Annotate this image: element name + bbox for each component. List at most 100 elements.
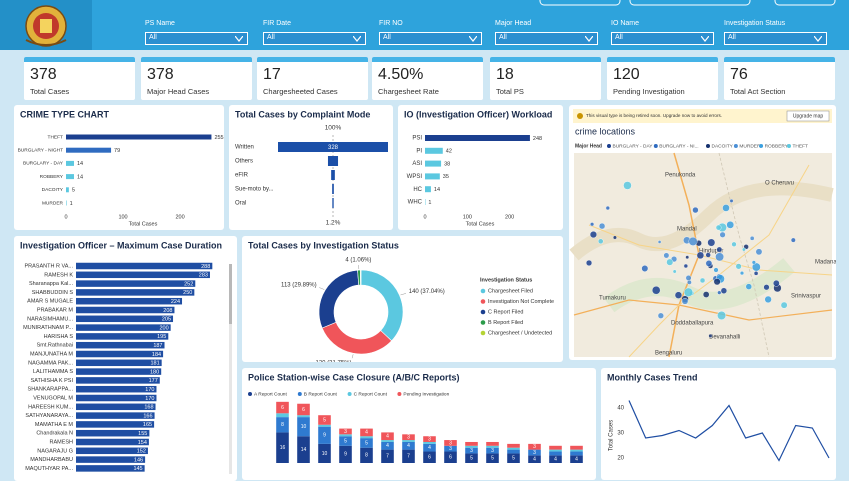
map-point[interactable]: [716, 225, 721, 230]
map-point[interactable]: [682, 298, 688, 304]
map-point[interactable]: [752, 261, 756, 265]
map-point[interactable]: [732, 242, 737, 247]
map-point[interactable]: [740, 271, 744, 275]
map-point[interactable]: [714, 268, 719, 273]
map-point[interactable]: [736, 264, 742, 270]
map-point[interactable]: [756, 249, 762, 255]
map-point[interactable]: [721, 288, 727, 294]
map-point[interactable]: [730, 199, 734, 203]
map-point[interactable]: [727, 221, 734, 228]
map-point[interactable]: [658, 240, 661, 243]
map-point[interactable]: [791, 238, 795, 242]
map-point[interactable]: [642, 265, 648, 271]
place-label: Tumakuru: [599, 296, 626, 302]
map-point[interactable]: [754, 271, 758, 275]
panel-title: IO (Investigation Officer) Workload: [404, 109, 552, 119]
bar: [76, 263, 212, 270]
bar: [76, 342, 165, 349]
map-point[interactable]: [709, 334, 713, 338]
x-axis-label: Total Cases: [466, 221, 495, 227]
x-tick-label: 0: [423, 214, 426, 220]
map-point[interactable]: [703, 291, 709, 297]
map-point[interactable]: [715, 253, 723, 261]
map-point[interactable]: [687, 280, 691, 284]
category-label: MAMATHA E M: [35, 422, 74, 428]
map-point[interactable]: [781, 302, 787, 308]
segment-label: 3: [407, 435, 410, 441]
legend-swatch: [607, 144, 611, 148]
legend-label: Chargesheet / Undetected: [488, 330, 552, 336]
map-point[interactable]: [714, 278, 721, 285]
segment-label: 9: [323, 433, 326, 439]
category-label: HARISHA S: [44, 334, 74, 340]
map-point[interactable]: [689, 237, 698, 246]
value-label: 14: [77, 174, 83, 180]
map-point[interactable]: [717, 311, 726, 320]
map-point[interactable]: [750, 236, 754, 240]
map-point[interactable]: [590, 222, 594, 226]
map-point[interactable]: [590, 231, 597, 238]
segment-label: 3: [449, 440, 452, 446]
map-point[interactable]: [664, 253, 669, 258]
map-point[interactable]: [673, 270, 677, 274]
map-point[interactable]: [686, 256, 689, 259]
map-point[interactable]: [720, 232, 726, 238]
category-label: LALITHAMMA S: [33, 369, 73, 375]
segment-label: 14: [301, 447, 307, 453]
map-point[interactable]: [675, 292, 682, 299]
map-point[interactable]: [746, 284, 752, 290]
map-point[interactable]: [613, 236, 617, 240]
map-point[interactable]: [706, 253, 711, 258]
map-point[interactable]: [700, 278, 705, 283]
stacked-segment: [297, 415, 310, 417]
legend-label: C Report Filed: [488, 309, 523, 315]
map-point[interactable]: [717, 247, 722, 252]
stacked-segment: [486, 446, 499, 448]
map-point[interactable]: [666, 259, 673, 266]
map-point[interactable]: [684, 264, 688, 268]
legend-label: BURGLARY - DAY: [613, 143, 654, 149]
y-tick-label: 40: [617, 406, 624, 412]
map-point[interactable]: [706, 260, 712, 266]
category-label: ASI: [412, 161, 422, 167]
map-point[interactable]: [586, 260, 592, 266]
map-point[interactable]: [598, 239, 603, 244]
map-point[interactable]: [742, 248, 745, 251]
legend-label: DACOITY: [712, 143, 734, 149]
map-point[interactable]: [708, 239, 715, 246]
scrollbar-thumb[interactable]: [229, 264, 232, 324]
kpi-label: Major Head Cases: [147, 87, 209, 96]
map-point[interactable]: [606, 206, 610, 210]
kpi-value: 76: [730, 66, 748, 84]
map-point[interactable]: [599, 223, 605, 229]
map-point[interactable]: [722, 204, 729, 211]
io-duration-panel: Investigation Officer – Maximum Case Dur…: [14, 236, 237, 481]
upgrade-button-label[interactable]: Upgrade map: [793, 114, 824, 120]
map-point[interactable]: [623, 181, 631, 189]
map-point[interactable]: [652, 286, 660, 294]
bar: [66, 148, 111, 153]
map-point[interactable]: [765, 296, 772, 303]
segment-label: 10: [322, 451, 328, 457]
legend-label: Investigation Not Complete: [488, 299, 554, 305]
map-point[interactable]: [773, 280, 779, 286]
map-point[interactable]: [717, 291, 721, 295]
kpi-stripe: [724, 57, 835, 62]
map-point[interactable]: [692, 207, 698, 213]
map-point[interactable]: [764, 284, 770, 290]
map-point[interactable]: [686, 275, 692, 281]
segment-label: 5: [491, 456, 494, 462]
map-point[interactable]: [684, 288, 693, 297]
notice-icon: [577, 113, 583, 119]
bar: [425, 186, 431, 192]
map-point[interactable]: [697, 252, 704, 259]
map-point[interactable]: [658, 313, 664, 319]
segment-label: 4: [533, 457, 536, 463]
value-label: 170: [145, 396, 154, 402]
